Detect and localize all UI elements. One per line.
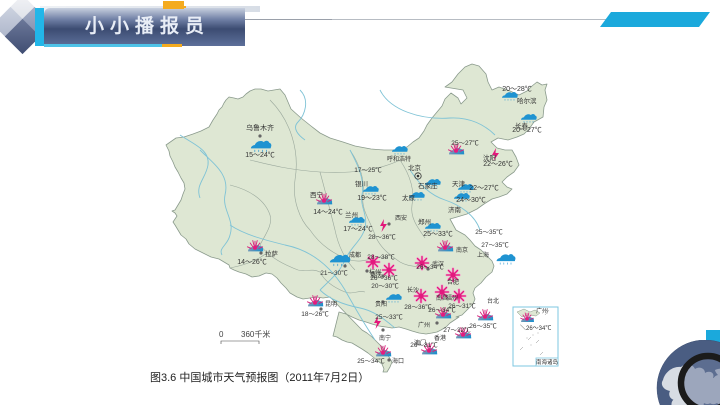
svg-text:15～24℃: 15～24℃: [245, 151, 275, 159]
svg-text:西宁: 西宁: [310, 190, 324, 199]
svg-text:银川: 银川: [355, 179, 368, 188]
svg-text:乌鲁木齐: 乌鲁木齐: [246, 123, 274, 132]
svg-text:南海诸岛: 南海诸岛: [536, 358, 559, 366]
svg-text:20～28℃: 20～28℃: [502, 85, 532, 93]
svg-text:昆明: 昆明: [325, 301, 337, 308]
svg-text:14～24℃: 14～24℃: [313, 208, 343, 216]
svg-text:郑州: 郑州: [418, 218, 431, 226]
svg-text:海口: 海口: [392, 357, 404, 365]
svg-text:25～33℃: 25～33℃: [375, 313, 403, 321]
svg-text:台北: 台北: [487, 297, 499, 305]
svg-text:14～26℃: 14～26℃: [237, 258, 267, 266]
svg-text:成都: 成都: [349, 251, 361, 259]
svg-text:呼和浩特: 呼和浩特: [387, 155, 411, 163]
svg-text:22～27℃: 22～27℃: [469, 184, 499, 192]
svg-text:20～27℃: 20～27℃: [512, 126, 542, 134]
svg-text:22～26℃: 22～26℃: [483, 160, 513, 168]
svg-text:26～34℃: 26～34℃: [428, 306, 456, 314]
svg-text:25～27℃: 25～27℃: [451, 139, 479, 147]
svg-text:合肥: 合肥: [447, 278, 459, 286]
svg-text:兰州: 兰州: [345, 210, 358, 219]
svg-text:南宁: 南宁: [379, 334, 391, 342]
svg-text:福州: 福州: [446, 294, 458, 302]
svg-text:南京: 南京: [456, 246, 468, 254]
svg-text:香港: 香港: [434, 334, 446, 342]
svg-text:26～35℃: 26～35℃: [469, 322, 497, 330]
svg-text:西安: 西安: [395, 214, 407, 222]
svg-text:长沙: 长沙: [407, 286, 419, 294]
svg-text:27～32℃: 27～32℃: [443, 326, 471, 334]
svg-text:拉萨: 拉萨: [265, 249, 279, 258]
svg-text:17～25℃: 17～25℃: [354, 166, 382, 174]
svg-text:25～35℃: 25～35℃: [475, 228, 503, 236]
svg-text:26～34℃: 26～34℃: [416, 263, 444, 271]
svg-text:石家庄: 石家庄: [418, 181, 438, 190]
svg-text:28～36℃: 28～36℃: [368, 233, 396, 241]
svg-text:24～30℃: 24～30℃: [456, 196, 486, 204]
svg-text:25～34℃: 25～34℃: [357, 357, 385, 365]
svg-text:＼26～34℃: ＼26～34℃: [520, 325, 551, 332]
svg-text:18～26℃: 18～26℃: [301, 310, 329, 318]
svg-text:26～31℃: 26～31℃: [410, 341, 438, 349]
svg-text:贵阳: 贵阳: [375, 300, 387, 308]
svg-text:25～33℃: 25～33℃: [423, 230, 453, 238]
svg-text:27～35℃: 27～35℃: [481, 241, 509, 249]
svg-text:北京: 北京: [408, 163, 422, 172]
svg-text:28～38℃: 28～38℃: [367, 253, 395, 261]
svg-text:哈尔滨: 哈尔滨: [517, 96, 537, 105]
svg-text:重庆: 重庆: [370, 271, 382, 279]
svg-text:20～30℃: 20～30℃: [371, 282, 399, 290]
svg-text:天津: 天津: [452, 180, 466, 188]
svg-text:济南: 济南: [448, 205, 462, 214]
svg-text:19～23℃: 19～23℃: [357, 194, 387, 202]
svg-text:上海: 上海: [477, 251, 489, 259]
svg-text:太原: 太原: [402, 193, 416, 202]
svg-text:广州: 广州: [418, 321, 430, 329]
svg-text:17～24℃: 17～24℃: [343, 225, 373, 233]
svg-text:21～30℃: 21～30℃: [320, 269, 348, 277]
